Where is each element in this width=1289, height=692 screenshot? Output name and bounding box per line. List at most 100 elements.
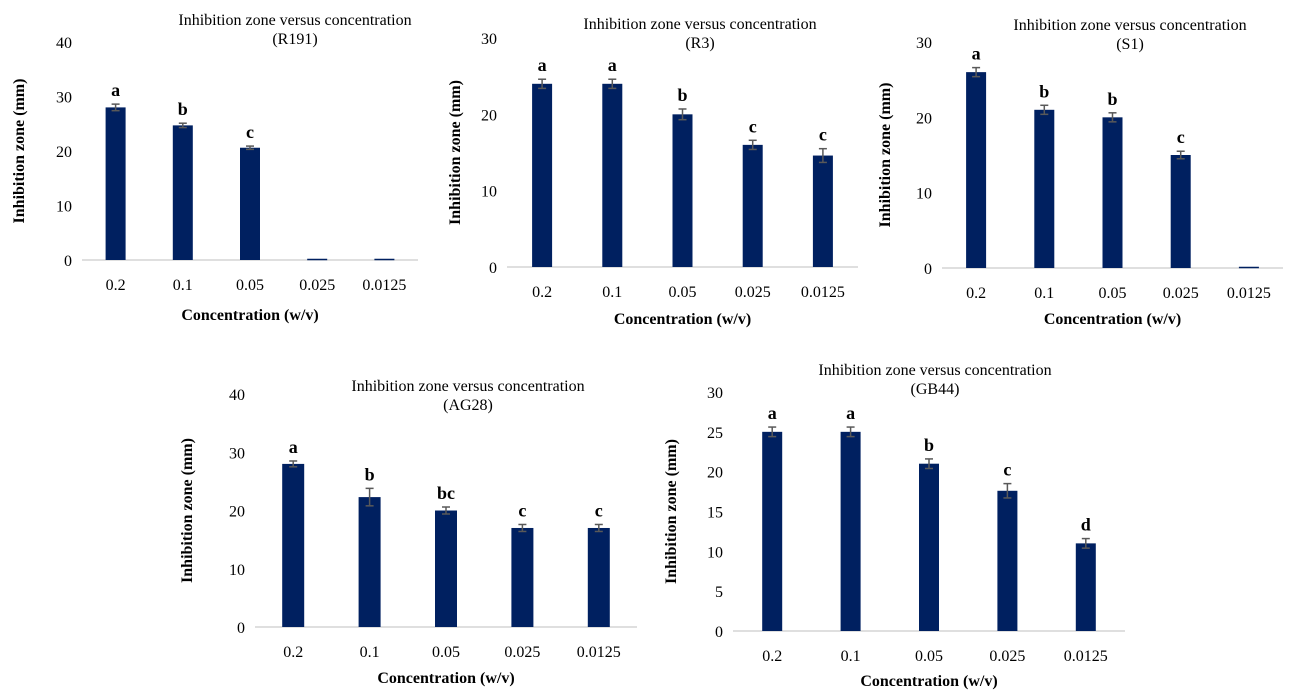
y-tick-label: 10 (229, 562, 245, 579)
bar (1102, 117, 1123, 268)
chart-title: Inhibition zone versus concentration (351, 378, 584, 395)
bar (1034, 109, 1055, 268)
x-tick-label: 0.2 (532, 284, 552, 301)
x-tick-label: 0.025 (989, 648, 1025, 665)
bar (172, 125, 193, 260)
x-tick-label: 0.05 (236, 277, 264, 294)
significance-label: a (538, 55, 547, 75)
bar (919, 463, 939, 631)
y-tick-label: 30 (229, 445, 245, 462)
y-tick-label: 30 (56, 90, 72, 107)
y-tick-label: 40 (229, 387, 245, 404)
x-tick-label: 0.2 (106, 277, 126, 294)
bar (672, 114, 693, 267)
bar (742, 144, 763, 267)
x-tick-label: 0.1 (1034, 285, 1054, 302)
chart-panel: Inhibition zone versus concentration (R3)… (447, 16, 858, 328)
x-tick-label: 0.0125 (362, 277, 406, 294)
significance-label: c (246, 122, 254, 142)
significance-label: b (1107, 89, 1117, 109)
x-axis-label: Concentration (w/v) (181, 307, 318, 324)
x-tick-label: 0.025 (1163, 285, 1199, 302)
significance-label: b (178, 99, 188, 119)
chart-title: Inhibition zone versus concentration (1013, 17, 1246, 34)
significance-label: c (749, 116, 757, 136)
significance-label: b (365, 464, 375, 484)
significance-label: d (1081, 515, 1091, 535)
bar (532, 83, 553, 267)
x-tick-label: 0.0125 (1064, 648, 1108, 665)
significance-label: b (924, 435, 934, 455)
x-tick-label: 0.05 (915, 648, 943, 665)
bar (762, 431, 783, 631)
chart-subtitle: (R3) (685, 35, 714, 52)
x-tick-label: 0.2 (762, 648, 782, 665)
y-tick-label: 10 (56, 199, 72, 216)
y-tick-label: 10 (481, 184, 497, 201)
significance-label: bc (437, 483, 455, 503)
x-tick-label: 0.05 (432, 644, 460, 661)
chart-subtitle: (AG28) (443, 397, 493, 414)
y-axis-label: Inhibition zone (mm) (447, 80, 464, 225)
chart-panel: Inhibition zone versus concentration (R19… (11, 12, 418, 324)
chart-subtitle: (GB44) (911, 381, 960, 398)
bar (966, 72, 987, 268)
y-tick-label: 30 (707, 385, 723, 402)
significance-label: b (1039, 81, 1049, 101)
bar (997, 490, 1018, 631)
x-tick-label: 0.1 (602, 284, 622, 301)
x-axis-label: Concentration (w/v) (614, 311, 751, 328)
x-tick-label: 0.025 (735, 284, 771, 301)
significance-label: a (768, 403, 777, 423)
bar (840, 431, 861, 631)
y-tick-label: 30 (481, 31, 497, 48)
y-axis-label: Inhibition zone (mm) (663, 439, 680, 584)
x-tick-label: 0.2 (283, 644, 303, 661)
y-tick-label: 20 (916, 110, 932, 127)
y-tick-label: 5 (715, 584, 723, 601)
bar (587, 527, 610, 627)
x-tick-label: 0.025 (504, 644, 540, 661)
x-tick-label: 0.0125 (801, 284, 845, 301)
significance-label: c (518, 500, 526, 520)
x-tick-label: 0.0125 (577, 644, 621, 661)
x-tick-label: 0.1 (173, 277, 193, 294)
bar (435, 510, 457, 627)
significance-label: c (819, 125, 827, 145)
y-axis-label: Inhibition zone (mm) (11, 79, 28, 224)
bar (240, 147, 260, 260)
bar (812, 155, 833, 267)
significance-label: c (595, 500, 603, 520)
chart-title: Inhibition zone versus concentration (583, 16, 816, 33)
bar (602, 83, 623, 267)
bar (1170, 155, 1191, 268)
significance-label: b (677, 85, 687, 105)
y-tick-label: 0 (237, 620, 245, 637)
chart-title: Inhibition zone versus concentration (178, 12, 411, 29)
y-tick-label: 25 (707, 425, 723, 442)
bar (358, 497, 381, 627)
bar (105, 107, 126, 261)
bar (282, 463, 305, 627)
x-tick-label: 0.2 (966, 285, 986, 302)
chart-title: Inhibition zone versus concentration (818, 362, 1051, 379)
y-tick-label: 0 (924, 261, 932, 278)
significance-label: c (1003, 460, 1011, 480)
chart-panel: Inhibition zone versus concentration (S1)… (877, 17, 1283, 328)
significance-label: c (1177, 127, 1185, 147)
y-tick-label: 20 (56, 144, 72, 161)
y-tick-label: 0 (715, 624, 723, 641)
x-tick-label: 0.1 (360, 644, 380, 661)
x-axis-label: Concentration (w/v) (1044, 311, 1181, 328)
y-tick-label: 15 (707, 505, 723, 522)
y-tick-label: 10 (707, 544, 723, 561)
significance-label: a (608, 55, 617, 75)
x-tick-label: 0.05 (1099, 285, 1127, 302)
x-tick-label: 0.025 (299, 277, 335, 294)
chart-subtitle: (R191) (272, 31, 317, 48)
y-tick-label: 0 (64, 253, 72, 270)
y-tick-label: 20 (229, 504, 245, 521)
bar (1075, 543, 1096, 631)
x-axis-label: Concentration (w/v) (860, 673, 997, 690)
